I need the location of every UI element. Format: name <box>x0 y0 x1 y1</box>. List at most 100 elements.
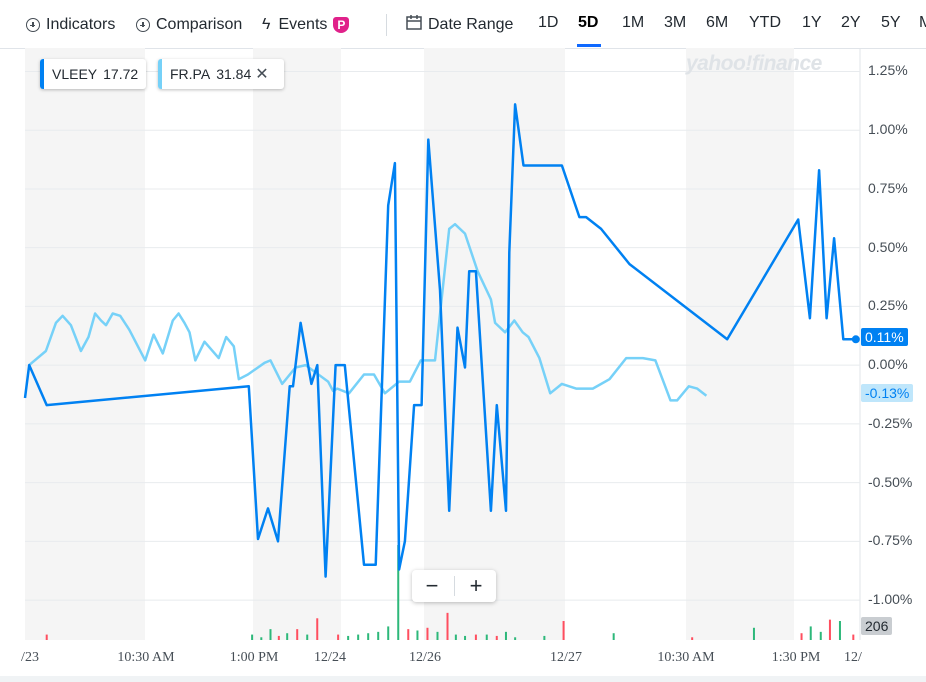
volume-bar <box>296 629 299 640</box>
legend-symbol: VLEEY <box>52 66 98 82</box>
legend-price: 17.72 <box>103 66 139 82</box>
volume-bar <box>286 633 289 640</box>
volume-bar <box>514 637 517 640</box>
volume-bar <box>316 618 319 640</box>
volume-bar <box>562 621 565 640</box>
x-tick-label: 12/24 <box>314 650 346 665</box>
comparison-button[interactable]: Comparison <box>136 14 242 36</box>
indicators-label: Indicators <box>46 16 116 33</box>
x-tick-label: 1:00 PM <box>229 650 279 665</box>
x-tick-label: 12/ <box>844 650 862 665</box>
volume-bar <box>260 637 263 640</box>
toolbar-divider <box>386 14 387 36</box>
volume-tag: 206 <box>861 617 893 635</box>
volume-bar <box>809 626 812 640</box>
y-tick-label: 0.50% <box>868 238 908 255</box>
events-button[interactable]: ϟ Events P <box>262 14 350 36</box>
volume-bar <box>347 635 350 640</box>
legend-color-swatch <box>158 59 162 89</box>
x-tick-label: 10:30 AM <box>117 650 175 665</box>
y-tick-label: -0.50% <box>868 473 913 490</box>
y-tick-label: 0.25% <box>868 297 908 314</box>
series-line-frpa <box>28 222 708 402</box>
session-band <box>686 48 794 640</box>
x-tick-label: 12/26 <box>409 650 441 665</box>
volume-bar <box>446 612 449 640</box>
range-6m[interactable]: 6M <box>706 14 729 31</box>
yahoo-finance-watermark: yahoo!finance <box>686 52 822 75</box>
volume-bar <box>397 545 400 640</box>
volume-bar <box>251 634 254 640</box>
volume-bar <box>819 631 822 640</box>
plus-circle-icon <box>136 18 150 32</box>
volume-bar <box>387 626 390 640</box>
volume-bar <box>543 635 546 640</box>
volume-bar <box>367 633 370 640</box>
plus-circle-icon <box>26 18 40 32</box>
range-1y[interactable]: 1Y <box>802 14 822 31</box>
volume-bar <box>495 635 498 640</box>
volume-bar <box>426 627 429 640</box>
range-max[interactable]: M <box>919 14 926 31</box>
x-tick-label: 10:30 AM <box>657 650 715 665</box>
volume-bar <box>852 634 855 640</box>
chart-toolbar: Indicators Comparison ϟ Events P Date Ra… <box>0 0 926 49</box>
range-3m[interactable]: 3M <box>664 14 687 31</box>
legend-item-vleey[interactable]: VLEEY 17.72 <box>40 59 146 89</box>
volume-bar <box>454 634 457 640</box>
series-line-vleey <box>23 103 856 578</box>
x-tick-label: /23 <box>21 650 39 665</box>
footer-strip <box>0 676 926 682</box>
y-tick-label: 1.25% <box>868 62 908 79</box>
zoom-in-button[interactable]: + <box>469 573 483 598</box>
legend-color-swatch <box>40 59 44 89</box>
volume-bar <box>800 633 803 640</box>
range-2y[interactable]: 2Y <box>841 14 861 31</box>
lightning-icon: ϟ <box>262 16 271 33</box>
y-tick-label: -0.25% <box>868 414 913 431</box>
volume-bar <box>464 635 467 640</box>
volume-bar <box>407 629 410 640</box>
zoom-control: − + <box>412 570 496 602</box>
close-icon[interactable]: ✕ <box>255 66 269 83</box>
y-tick-label: -0.75% <box>868 532 913 549</box>
premium-badge-icon: P <box>333 17 350 33</box>
volume-bar <box>612 633 615 640</box>
range-ytd[interactable]: YTD <box>749 14 781 31</box>
legend-symbol: FR.PA <box>170 66 211 82</box>
volume-bar <box>474 634 477 640</box>
volume-bar <box>377 631 380 640</box>
volume-bar <box>838 621 841 640</box>
events-label: Events <box>278 16 328 33</box>
zoom-divider <box>454 576 455 596</box>
session-band <box>424 48 565 640</box>
volume-bar <box>45 634 48 640</box>
range-5y[interactable]: 5Y <box>881 14 901 31</box>
volume-bar <box>416 630 419 640</box>
volume-bar <box>504 631 507 640</box>
indicators-button[interactable]: Indicators <box>26 14 115 36</box>
y-tick-label: -1.00% <box>868 591 913 608</box>
volume-bar <box>828 619 831 640</box>
date-range-label: Date Range <box>428 16 514 33</box>
volume-bar <box>306 634 309 640</box>
volume-bar <box>691 637 694 640</box>
zoom-out-button[interactable]: − <box>425 573 439 598</box>
vleey-price-tag: 0.11% <box>861 328 908 346</box>
x-tick-label: 1:30 PM <box>771 650 821 665</box>
comparison-label: Comparison <box>156 16 243 33</box>
volume-bar <box>752 627 755 640</box>
y-tick-label: 0.00% <box>868 356 908 373</box>
volume-bar <box>357 634 360 640</box>
volume-bar <box>277 635 280 640</box>
range-5d[interactable]: 5D <box>578 14 599 31</box>
range-1d[interactable]: 1D <box>538 14 559 31</box>
volume-bar <box>485 634 488 640</box>
range-1m[interactable]: 1M <box>622 14 645 31</box>
legend-price: 31.84 <box>216 66 252 82</box>
date-range-button[interactable]: Date Range <box>406 14 513 36</box>
volume-bar <box>269 629 272 640</box>
legend-item-frpa[interactable]: FR.PA 31.84 ✕ <box>158 59 284 89</box>
active-range-indicator <box>577 44 601 47</box>
